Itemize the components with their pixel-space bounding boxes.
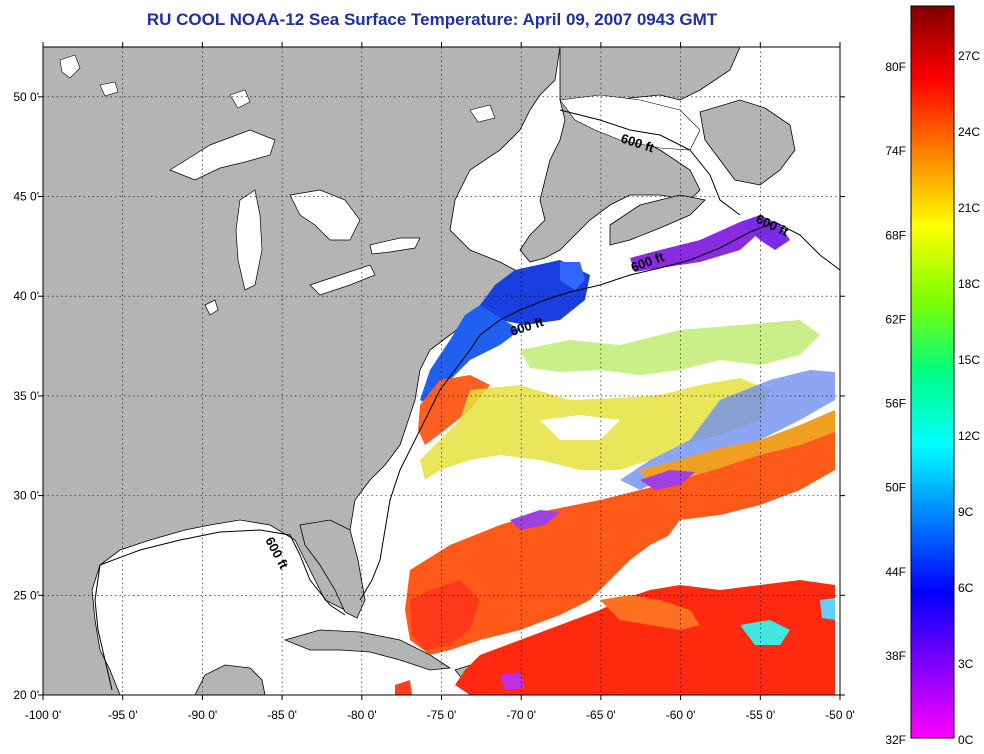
longitude-tick-label: -60 0' (666, 708, 696, 722)
sst-mid-water (418, 320, 835, 500)
celsius-scale: 27C 24C 21C 18C 15C 12C 9C 6C 3C 0C (958, 49, 980, 747)
latitude-tick-label: 35 0' (13, 389, 39, 403)
newfoundland-land (699, 99, 796, 186)
celsius-label: 3C (958, 657, 974, 671)
florida-land (299, 519, 366, 619)
longitude-axis: -100 0' -95 0' -90 0' -85 0' -80 0' -75 0' -70… (25, 42, 855, 722)
sst-warm-water (395, 432, 835, 695)
fahrenheit-scale: 80F 74F 68F 62F 56F 50F 44F 38F 32F (885, 60, 906, 747)
latitude-axis: 20 0' 25 0' 30 0' 35 0' 40 0' 45 0' 50 0' (13, 90, 845, 702)
longitude-tick-label: -80 0' (347, 708, 377, 722)
longitude-tick-label: -85 0' (267, 708, 297, 722)
fahrenheit-label: 68F (885, 228, 906, 242)
longitude-tick-label: -70 0' (506, 708, 536, 722)
fahrenheit-label: 74F (885, 144, 906, 158)
fahrenheit-label: 80F (885, 60, 906, 74)
celsius-label: 21C (958, 201, 980, 215)
great-lakes (169, 129, 421, 316)
fahrenheit-label: 38F (885, 649, 906, 663)
latitude-tick-label: 20 0' (13, 688, 39, 702)
celsius-label: 15C (958, 353, 980, 367)
latitude-tick-label: 50 0' (13, 90, 39, 104)
celsius-label: 6C (958, 581, 974, 595)
fahrenheit-label: 32F (885, 733, 906, 747)
longitude-tick-label: -75 0' (427, 708, 457, 722)
north-america-land (42, 46, 561, 696)
sst-map: -100 0' -95 0' -90 0' -85 0' -80 0' -75 0' -70… (13, 42, 855, 722)
celsius-label: 27C (958, 49, 980, 63)
longitude-tick-label: -65 0' (586, 708, 616, 722)
color-scale: 80F 74F 68F 62F 56F 50F 44F 38F 32F 27C 24C 21C 18C… (885, 5, 980, 747)
celsius-label: 24C (958, 125, 980, 139)
northern-lakes (59, 54, 496, 123)
longitude-tick-label: -90 0' (188, 708, 218, 722)
longitude-tick-label: -55 0' (745, 708, 775, 722)
longitude-tick-label: -50 0' (825, 708, 855, 722)
fahrenheit-label: 56F (885, 397, 906, 411)
celsius-label: 18C (958, 277, 980, 291)
isobath-600ft-gulf (94, 564, 113, 691)
fahrenheit-label: 44F (885, 565, 906, 579)
nova-scotia-land (609, 194, 706, 246)
map-title: RU COOL NOAA-12 Sea Surface Temperature:… (146, 10, 718, 29)
isobath-600ft (99, 221, 841, 616)
color-scale-bar (910, 5, 955, 739)
fahrenheit-label: 50F (885, 481, 906, 495)
celsius-label: 9C (958, 505, 974, 519)
longitude-tick-label: -100 0' (25, 708, 61, 722)
celsius-label: 12C (958, 429, 980, 443)
longitude-tick-label: -95 0' (108, 708, 138, 722)
latitude-tick-label: 30 0' (13, 489, 39, 503)
celsius-label: 0C (958, 733, 974, 747)
isobath-600ft-north (559, 109, 741, 216)
cuba-land (283, 629, 452, 671)
fahrenheit-label: 62F (885, 312, 906, 326)
latitude-tick-label: 40 0' (13, 289, 39, 303)
graticule (43, 47, 840, 695)
cloud-mask (420, 270, 835, 580)
latitude-tick-label: 45 0' (13, 190, 39, 204)
latitude-tick-label: 25 0' (13, 588, 39, 602)
